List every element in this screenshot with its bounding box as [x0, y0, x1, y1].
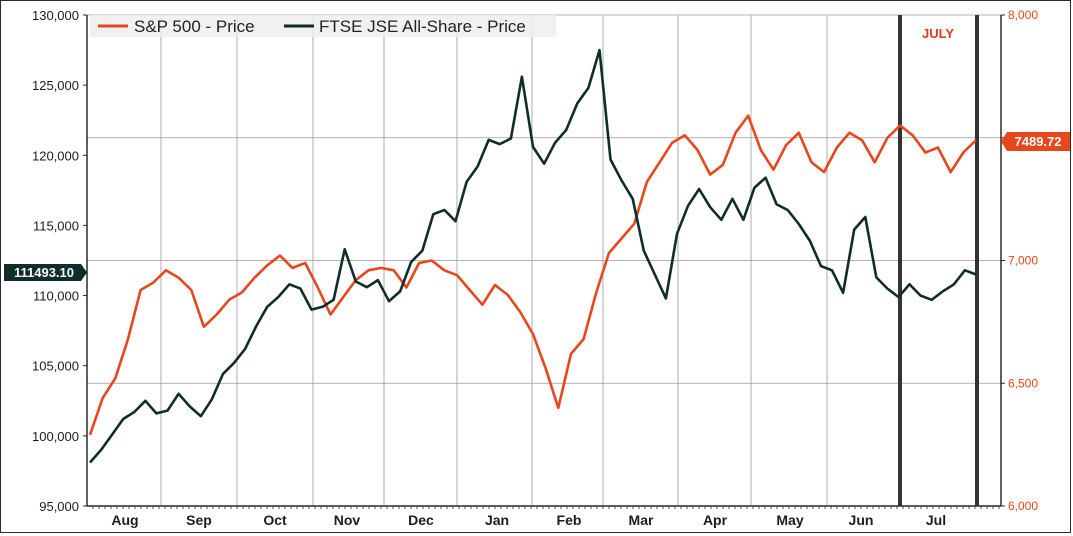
- left-tick-label: 110,000: [33, 289, 79, 304]
- period-markers: [898, 15, 979, 506]
- left-value-flag-shape: [4, 264, 87, 281]
- left-value-flag-text: 111493.10: [14, 265, 74, 280]
- x-tick-label: Feb: [557, 512, 582, 528]
- july-annotation: JULY: [908, 23, 968, 45]
- left-tick-label: 95,000: [39, 499, 79, 514]
- left-tick-label: 125,000: [32, 78, 79, 93]
- left-tick-label: 120,000: [32, 148, 79, 163]
- annotation-label: JULY: [922, 26, 954, 41]
- x-tick-label: Oct: [263, 512, 287, 528]
- right-value-flag: 7489.72: [1001, 132, 1070, 151]
- x-tick-label: Jun: [849, 512, 874, 528]
- right-value-flag-shape: [1001, 132, 1070, 151]
- right-tick-label: 6,000: [1008, 499, 1038, 513]
- series-layer: [88, 48, 977, 464]
- legend-background: [90, 15, 556, 37]
- right-tick-label: 8,000: [1008, 8, 1038, 22]
- x-tick-label: Aug: [111, 512, 138, 528]
- left-tick-label: 115,000: [33, 218, 79, 233]
- grid-lines: [87, 14, 1001, 507]
- x-tick-label: May: [776, 512, 803, 528]
- legend-label-jse: FTSE JSE All-Share - Price: [319, 17, 526, 36]
- x-tick-label: Jan: [485, 512, 509, 528]
- right-value-flag-text: 7489.72: [1015, 134, 1062, 149]
- right-tick-label: 7,000: [1008, 254, 1038, 268]
- right-tick-label: 6,500: [1008, 376, 1038, 390]
- x-tick-label: Sep: [186, 512, 212, 528]
- left-value-flag: 111493.10: [4, 264, 87, 281]
- left-axis-ticks: 130,000 125,000 120,000 115,000 110,000 105,0…: [32, 8, 87, 514]
- legend: S&P 500 - Price FTSE JSE All-Share - Pri…: [90, 15, 556, 37]
- series-line-sp500: [88, 114, 977, 436]
- x-tick-label: Mar: [629, 512, 654, 528]
- x-tick-label: Dec: [408, 512, 434, 528]
- left-tick-label: 130,000: [32, 8, 79, 23]
- left-tick-label: 100,000: [32, 429, 79, 444]
- left-tick-label: 105,000: [32, 359, 79, 374]
- series-line-jse: [89, 48, 977, 464]
- x-tick-label: Apr: [703, 512, 728, 528]
- x-tick-label: Jul: [926, 512, 946, 528]
- x-axis-ticks: Aug Sep Oct Nov Dec Jan Feb Mar Apr May Jun Jul: [92, 506, 1000, 528]
- x-tick-label: Nov: [334, 512, 361, 528]
- legend-label-sp500: S&P 500 - Price: [134, 17, 255, 36]
- annotation-box: [908, 23, 968, 45]
